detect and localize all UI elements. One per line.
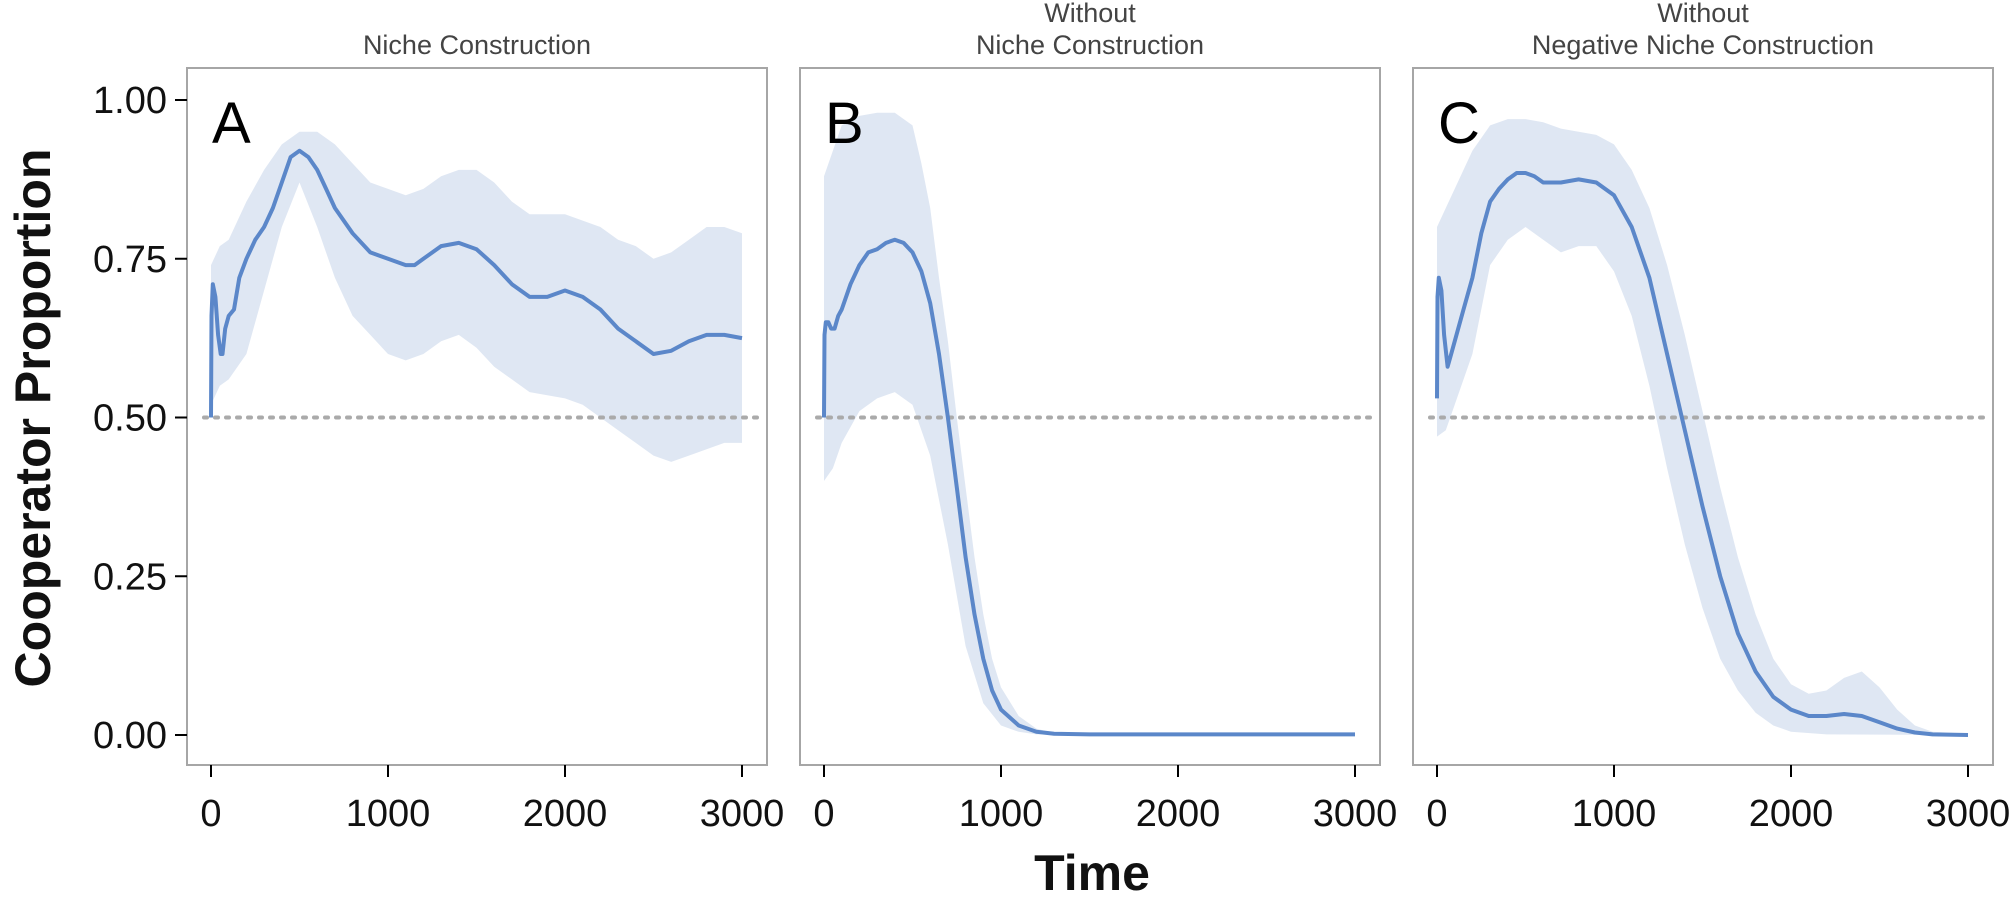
x-tick-label: 3000 xyxy=(1313,793,1398,835)
panel-title: Niche Construction xyxy=(363,30,591,60)
panel-letter: B xyxy=(825,91,864,156)
x-tick-label: 2000 xyxy=(523,793,608,835)
confidence-band xyxy=(211,131,742,462)
panel-title: Niche Construction xyxy=(976,30,1204,60)
y-axis-title: Cooperator Proportion xyxy=(5,149,61,688)
panel-title: Negative Niche Construction xyxy=(1532,30,1874,60)
confidence-band xyxy=(1437,119,1968,736)
y-tick-label: 0.25 xyxy=(93,556,167,598)
x-axis-title: Time xyxy=(1034,845,1150,899)
x-tick-label: 0 xyxy=(200,793,221,835)
x-tick-label: 2000 xyxy=(1749,793,1834,835)
series-line xyxy=(822,237,1355,737)
x-tick-label: 1000 xyxy=(1572,793,1657,835)
x-tick-label: 1000 xyxy=(346,793,431,835)
panel-letter: C xyxy=(1438,91,1480,156)
x-tick-label: 0 xyxy=(813,793,834,835)
panels-layer: A Niche Construction 0 1000 2000 3000 0.00 0.25… xyxy=(93,0,2010,835)
y-tick-label: 0.00 xyxy=(93,715,167,757)
panel-title: Without xyxy=(1044,0,1136,28)
panel-frame xyxy=(799,67,1381,766)
series-line xyxy=(1435,171,1969,737)
confidence-band xyxy=(824,112,1355,735)
panel-title: Without xyxy=(1657,0,1749,28)
x-tick-label: 3000 xyxy=(1926,793,2011,835)
series-line xyxy=(209,148,743,418)
panel-frame xyxy=(1412,67,1994,766)
x-tick-label: 1000 xyxy=(959,793,1044,835)
y-tick-label: 1.00 xyxy=(93,80,167,122)
x-tick-label: 0 xyxy=(1426,793,1447,835)
panel-letter: A xyxy=(212,91,251,156)
panel-a: A Niche Construction 0 1000 2000 3000 0.00 0.25… xyxy=(93,30,784,835)
x-tick-label: 2000 xyxy=(1136,793,1221,835)
y-tick-label: 0.50 xyxy=(93,398,167,440)
x-tick-label: 3000 xyxy=(700,793,785,835)
y-tick-label: 0.75 xyxy=(93,239,167,281)
